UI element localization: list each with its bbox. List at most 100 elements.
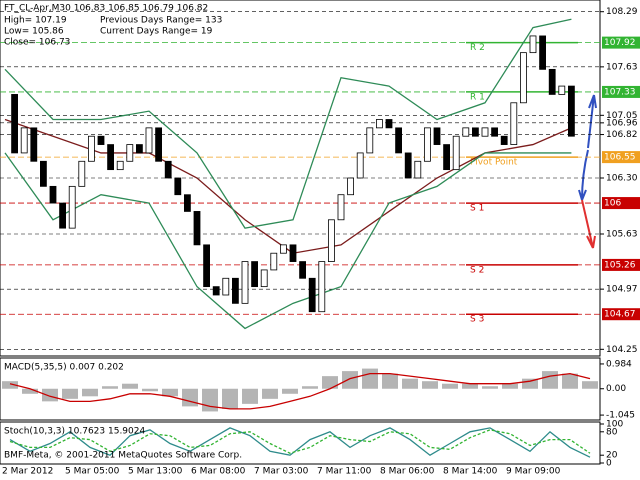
candle (193, 211, 201, 246)
candle (164, 160, 172, 179)
level-label: S 3 (470, 315, 484, 325)
x-tick-label: 9 Mar 09:00 (506, 467, 561, 477)
macd-bar (282, 388, 298, 394)
y-tick-label: 20 (606, 451, 618, 461)
indicator-line (4, 152, 572, 330)
level-price-label: 105.26 (604, 260, 636, 270)
level-label: Pivot Point (470, 158, 518, 168)
candle (481, 127, 489, 137)
candle (203, 244, 211, 288)
info-label: Close= 106.73 (4, 38, 70, 48)
level-price-label: 107.33 (604, 87, 636, 97)
level-label: R 1 (470, 92, 485, 102)
main-panel (0, 0, 601, 357)
x-tick-label: 5 Mar 05:00 (65, 467, 120, 477)
panel-title: MACD(5,35,5) 0.007 0.202 (4, 363, 124, 373)
x-tick-label: 7 Mar 03:00 (254, 467, 309, 477)
info-label: Current Days Range= 19 (100, 27, 213, 37)
macd-bar (442, 383, 458, 389)
stoch-panel (0, 421, 601, 465)
level-price-box (602, 308, 640, 321)
candle (231, 277, 239, 304)
panel-title: Stoch(10,3,3) 10.7623 15.9024 (4, 427, 145, 437)
level-price-box (602, 85, 640, 98)
y-tick-label: 106.30 (606, 174, 638, 184)
level-price-label: 104.67 (604, 310, 636, 320)
macd-bar (202, 388, 218, 412)
level-price-box (602, 36, 640, 49)
macd-bar (222, 388, 238, 409)
candle (222, 277, 230, 296)
level-price-label: 107.92 (604, 38, 636, 48)
level-label: R 2 (470, 43, 485, 53)
candle (30, 127, 38, 162)
arrow-up (578, 149, 589, 201)
candle (145, 127, 153, 154)
y-tick-label: 0 (606, 459, 612, 469)
candle (471, 127, 479, 137)
candle (59, 202, 66, 229)
macd-bar (482, 386, 498, 389)
x-tick-label: 7 Mar 11:00 (317, 467, 372, 477)
candle (279, 244, 287, 254)
macd-bar (382, 373, 398, 389)
candle (78, 160, 86, 187)
candle (155, 127, 163, 162)
level-label: S 2 (470, 265, 484, 275)
x-tick-label: 2 Mar 2012 (2, 467, 53, 477)
candle (568, 85, 575, 137)
candle (20, 127, 28, 154)
info-label: High= 107.19 (4, 16, 67, 26)
candle (318, 261, 326, 313)
macd-bar (102, 386, 118, 389)
candle (404, 152, 412, 179)
candle (107, 144, 114, 171)
y-tick-label: 100 (606, 420, 623, 430)
level-price-box (602, 151, 640, 164)
candle (270, 252, 278, 271)
candle (385, 119, 393, 129)
y-tick-label: 80 (606, 427, 618, 437)
candle (116, 160, 124, 171)
candle (327, 219, 335, 262)
candle (347, 177, 355, 196)
x-tick-label: 6 Mar 08:00 (191, 467, 246, 477)
macd-bar (362, 368, 378, 389)
candle (443, 144, 451, 171)
macd-bar (22, 388, 38, 394)
macd-bar (242, 388, 258, 404)
candle (414, 160, 422, 179)
y-tick-label: 104.25 (606, 345, 638, 355)
candle (433, 127, 441, 145)
candle (212, 286, 220, 296)
candle (97, 135, 105, 145)
y-tick-label: 0.00 (606, 384, 626, 394)
candle (395, 127, 403, 154)
copyright: BMF-Meta, © 2001-2011 MetaQuotes Softwar… (4, 451, 242, 461)
candle (289, 244, 297, 262)
candle (183, 194, 191, 212)
level-price-label: 106.55 (604, 153, 636, 163)
arrow-up (587, 94, 597, 149)
y-tick-label: 107.05 (606, 111, 638, 121)
macd-bar (562, 373, 578, 389)
macd-bar (322, 376, 338, 389)
candle (366, 127, 374, 154)
chart-title: FT_CL-Apr,M30 106.83 106.85 106.79 106.8… (4, 4, 208, 14)
candle (510, 102, 518, 145)
x-tick-label: 8 Mar 14:00 (443, 467, 498, 477)
macd-bar (462, 383, 478, 389)
candle (49, 185, 57, 204)
candle (375, 119, 383, 129)
candle (68, 185, 76, 229)
macd-bar (402, 378, 418, 389)
y-tick-label: 104.97 (606, 285, 638, 295)
y-tick-label: 108.29 (606, 7, 638, 17)
info-label: Low= 105.86 (4, 27, 64, 37)
macd-bar (62, 388, 78, 399)
macd-bar (422, 381, 438, 389)
level-label: S 1 (470, 204, 484, 214)
candle (529, 35, 537, 54)
